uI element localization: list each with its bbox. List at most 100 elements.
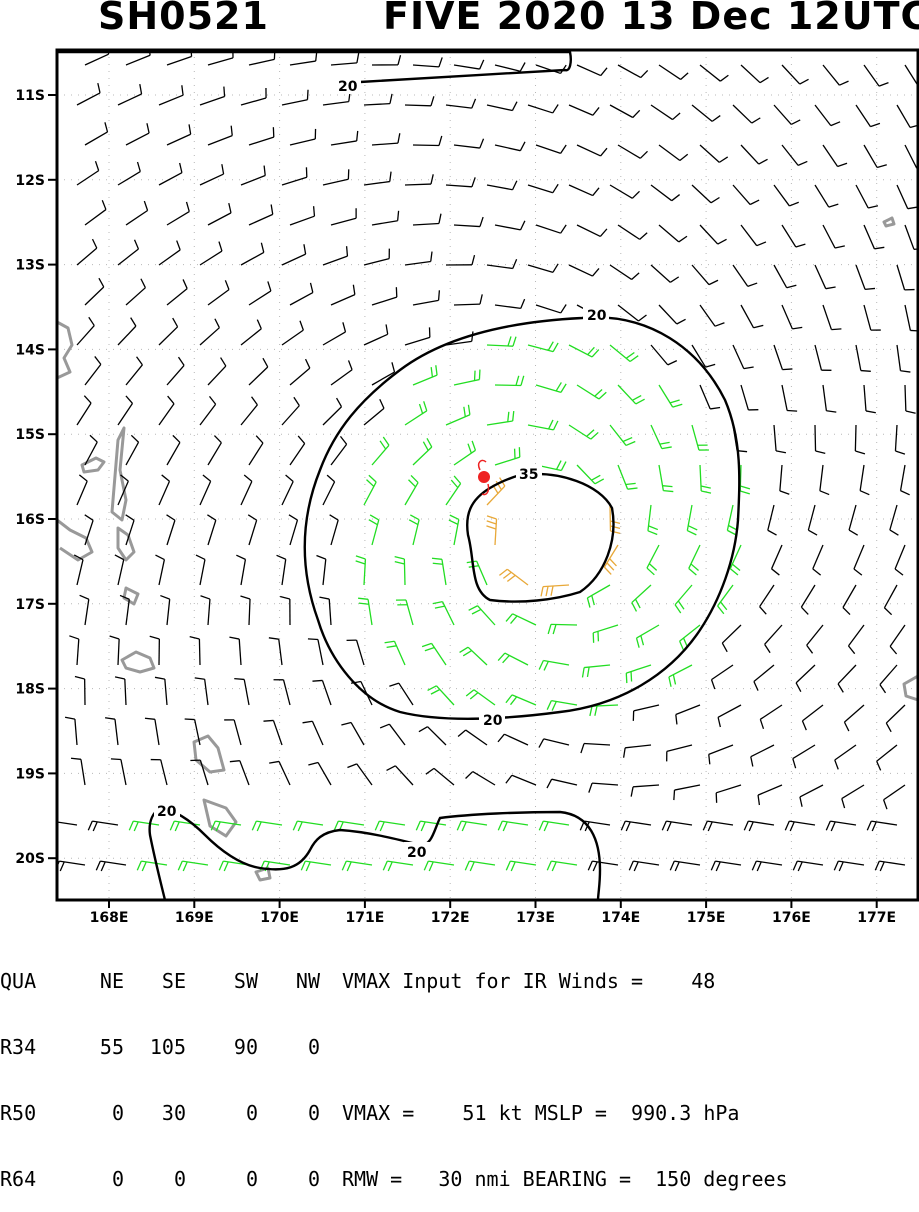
barb-flag	[102, 200, 106, 209]
coastline-erromango	[194, 736, 224, 772]
barb-staff	[241, 405, 257, 425]
barb-staff	[800, 785, 823, 797]
barb-flag	[240, 596, 250, 599]
barb-staff	[651, 105, 673, 120]
barb-flag	[383, 437, 389, 445]
wind-barb	[405, 475, 418, 505]
wind-barb	[692, 265, 718, 285]
barb-flag	[150, 636, 160, 639]
wind-barb	[303, 721, 323, 745]
barb-flag	[183, 279, 187, 288]
barb-flag	[256, 436, 263, 443]
barb-staff	[364, 334, 388, 345]
barb-staff	[323, 179, 348, 185]
barb-flag	[465, 861, 469, 870]
barb-staff	[121, 760, 126, 785]
wind-barb	[722, 625, 741, 652]
barb-flag	[768, 530, 777, 535]
barb-staff	[856, 265, 865, 289]
barb-flag	[358, 598, 368, 599]
barb-staff	[815, 425, 816, 451]
barb-staff	[651, 185, 672, 201]
wind-barb	[712, 665, 733, 689]
barb-flag	[271, 205, 273, 215]
barb-flag	[398, 55, 401, 65]
barb-flag	[760, 77, 768, 82]
contour-label-top-edge: 20	[338, 79, 358, 95]
barb-flag	[719, 157, 727, 162]
wind-barb	[506, 861, 536, 871]
barb-staff	[584, 665, 610, 668]
wind-barb	[487, 336, 516, 346]
wind-barb	[380, 724, 405, 745]
wind-barb	[331, 208, 356, 225]
barb-flag	[553, 343, 558, 352]
barb-staff	[504, 734, 528, 745]
barb-flag	[808, 530, 817, 535]
barb-flag	[280, 596, 290, 599]
barb-staff	[712, 665, 733, 680]
barb-flag	[673, 675, 675, 685]
barb-staff	[290, 139, 315, 145]
barb-staff	[659, 465, 663, 491]
barb-flag	[137, 357, 143, 365]
barb-flag	[772, 569, 780, 575]
barb-flag	[516, 376, 519, 386]
wind-barb	[895, 545, 905, 575]
barb-staff	[844, 705, 864, 722]
barb-flag	[195, 678, 205, 679]
wind-barb	[590, 705, 618, 716]
barb-flag	[69, 636, 78, 639]
col-qua: QUA	[0, 970, 62, 992]
barb-flag	[306, 862, 310, 871]
wind-barb	[820, 465, 829, 495]
wind-barb	[426, 768, 454, 785]
barb-flag	[854, 569, 862, 575]
wind-barb	[768, 505, 777, 535]
wind-barb	[741, 385, 758, 410]
barb-flag	[687, 531, 696, 535]
barb-flag	[839, 81, 848, 85]
barb-staff	[454, 380, 479, 385]
barb-flag	[676, 715, 677, 725]
barb-staff	[700, 305, 715, 326]
barb-flag	[183, 862, 187, 871]
barb-flag	[230, 761, 240, 762]
barb-flag	[386, 324, 388, 334]
barb-flag	[506, 614, 512, 622]
wind-barb	[823, 385, 836, 412]
wind-barb	[115, 555, 124, 585]
barb-flag	[126, 396, 133, 404]
wind-barb	[826, 821, 856, 831]
barb-flag	[411, 475, 418, 482]
wind-barb	[372, 437, 389, 465]
wind-barb	[539, 660, 569, 670]
wind-barb	[312, 680, 331, 705]
wind-barb	[506, 695, 536, 705]
barb-staff	[669, 665, 692, 677]
wind-barb	[860, 465, 869, 495]
barb-staff	[290, 293, 313, 305]
barb-staff	[446, 185, 472, 187]
barb-flag	[787, 410, 797, 411]
barb-flag	[633, 110, 640, 117]
wind-barb	[413, 57, 442, 66]
wind-barb	[884, 785, 905, 809]
wind-barb	[75, 677, 85, 705]
barb-staff	[282, 406, 299, 425]
barb-flag	[740, 486, 750, 489]
row-label: R50	[0, 1102, 62, 1124]
wind-barb	[610, 185, 640, 198]
barb-flag	[552, 701, 556, 710]
barb-flag	[754, 325, 764, 327]
barb-staff	[323, 102, 349, 105]
wind-barb	[308, 762, 331, 785]
barb-flag	[886, 723, 891, 732]
barb-flag	[142, 862, 146, 871]
lat-label-20S: 20S	[15, 851, 45, 867]
barb-staff	[249, 59, 274, 65]
wind-barb	[569, 345, 599, 357]
barb-flag	[601, 68, 607, 76]
barb-flag	[880, 685, 886, 693]
wind-barb	[536, 305, 566, 313]
